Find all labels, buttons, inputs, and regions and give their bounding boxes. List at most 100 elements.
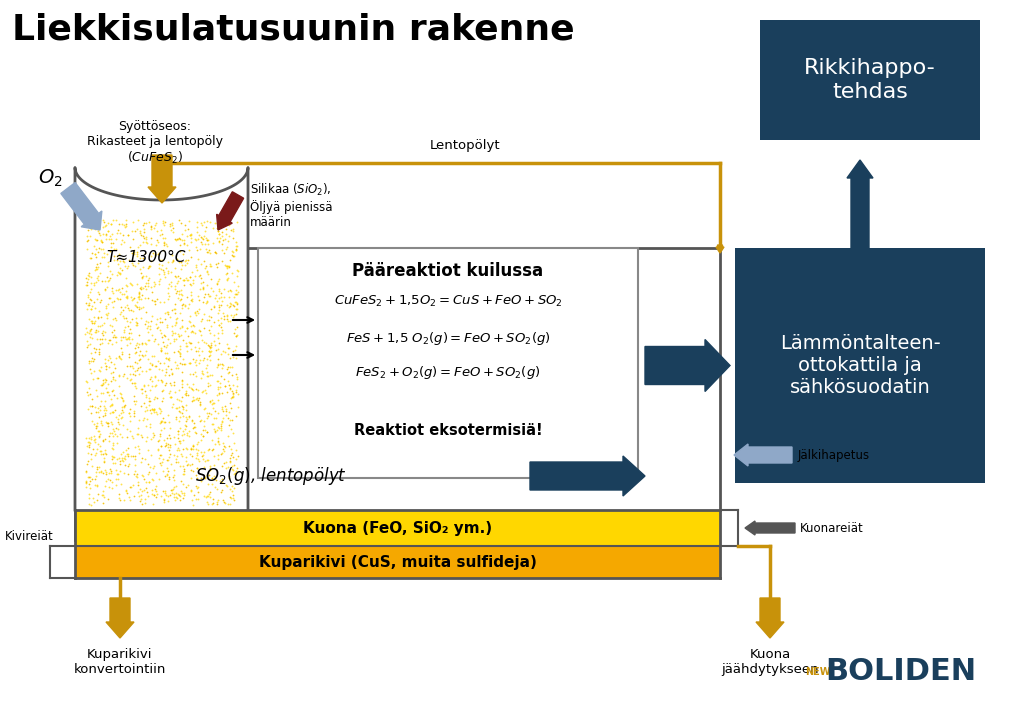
Point [81,432,97,444]
Point [200,340,216,351]
Point [136,218,152,229]
Point [131,414,147,425]
Point [164,321,180,332]
Point [197,288,213,300]
Point [81,479,97,490]
Point [101,272,118,283]
Point [154,364,170,375]
Point [228,410,244,422]
Point [156,497,172,508]
Point [184,229,200,240]
Point [105,390,122,401]
Point [140,490,156,501]
Point [136,484,152,496]
Point [93,236,110,247]
Point [199,296,215,307]
Point [106,428,123,439]
Point [119,339,135,351]
Point [85,354,101,365]
Point [121,349,137,360]
Point [98,374,115,386]
Point [158,262,174,273]
Point [169,432,186,444]
Point [192,398,208,410]
Point [218,229,234,240]
Point [130,476,146,488]
Point [228,385,244,396]
Point [205,493,221,505]
Point [159,361,175,372]
Point [85,355,101,366]
Point [182,271,198,283]
Point [208,474,224,486]
Point [185,320,201,331]
Point [82,231,98,242]
Point [98,272,115,283]
Point [215,373,231,385]
Point [120,291,136,302]
Point [178,420,195,432]
Point [210,433,226,444]
Point [182,459,198,471]
Point [130,479,146,491]
Point [172,448,189,459]
Point [129,468,145,479]
Point [82,449,98,460]
Point [176,359,193,370]
Point [156,219,172,231]
Point [104,443,121,454]
Point [159,466,175,477]
Point [206,474,222,485]
Point [153,440,169,452]
Point [168,491,185,502]
Point [221,420,237,431]
Point [143,315,159,327]
Point [153,344,169,355]
Point [216,445,232,457]
Point [92,267,108,278]
Point [211,320,227,331]
Point [159,432,175,444]
Point [208,474,224,486]
Point [197,226,213,237]
Point [169,312,186,324]
Point [218,462,234,474]
Point [89,258,105,270]
Point [169,425,186,437]
Point [141,395,157,407]
Point [172,490,189,501]
Point [148,491,164,503]
Point [128,382,144,393]
Point [93,445,110,457]
Point [197,455,213,466]
Point [214,226,230,238]
Bar [735,248,985,483]
Point [171,341,188,352]
Point [88,390,104,401]
Point [113,352,129,364]
Point [170,429,187,440]
Point [115,310,131,322]
Point [193,236,209,248]
Point [97,229,114,240]
Point [217,346,233,357]
Point [216,313,232,324]
Point [99,281,116,293]
Point [164,329,180,341]
Point [218,268,234,280]
Point [147,296,163,307]
Point [192,304,208,315]
Point [138,392,154,403]
Point [187,417,203,429]
Point [79,234,95,246]
Point [207,405,223,416]
Point [197,231,213,242]
Point [218,261,234,272]
Point [155,336,171,347]
Point [149,393,165,404]
Point [159,267,175,278]
Point [130,214,146,226]
Point [194,367,210,378]
Point [90,305,106,316]
Point [117,400,133,412]
